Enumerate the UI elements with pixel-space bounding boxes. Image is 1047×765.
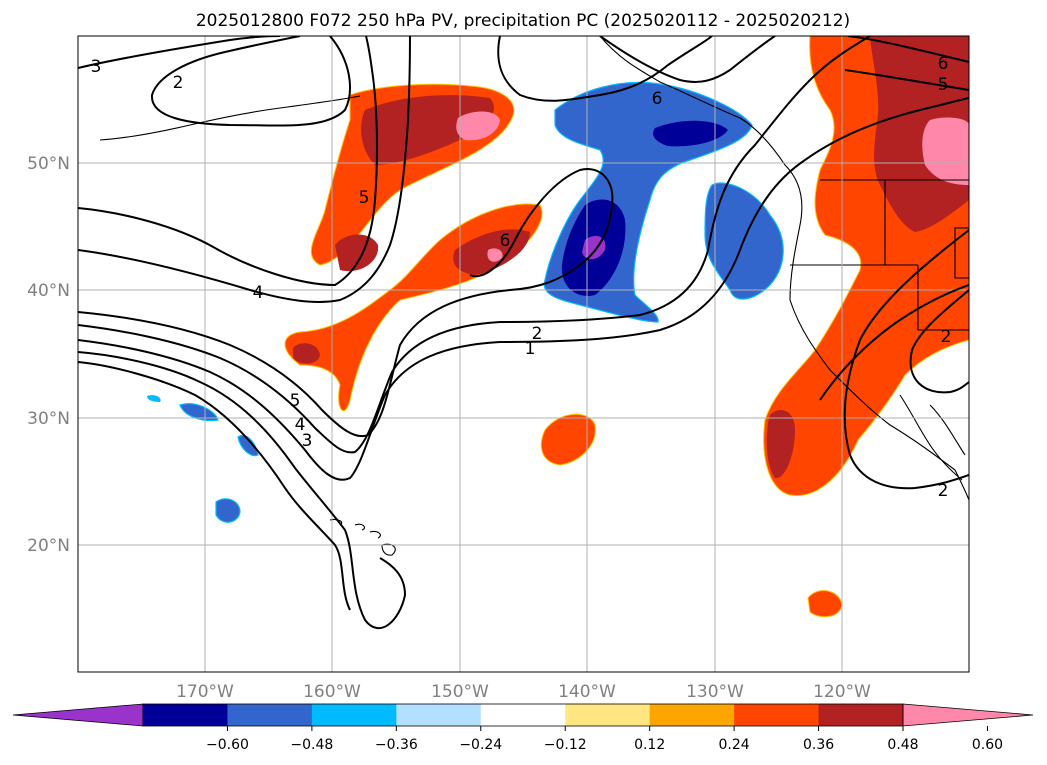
state-border	[954, 227, 969, 279]
gulf-coast	[929, 404, 966, 456]
negative-pc-shading	[215, 498, 241, 523]
hawaii-islands	[329, 518, 396, 556]
colorbar-segment	[734, 704, 820, 726]
contour-label: 4	[295, 415, 306, 435]
contour-label: 5	[938, 75, 949, 95]
colorbar-tick-label: 0.60	[972, 737, 1003, 753]
positive-pc-strong	[361, 95, 494, 165]
contour-label: 2	[938, 481, 949, 501]
contour-label: 4	[253, 283, 264, 303]
colorbar-extend-high	[902, 703, 1034, 727]
pv-contour	[497, 36, 713, 102]
colorbar-tick-label: 0.12	[634, 737, 665, 753]
colorbar-segment	[818, 704, 904, 726]
colorbar-segment	[396, 704, 482, 726]
lat-label: 30°N	[27, 409, 70, 429]
map-frame	[77, 35, 970, 673]
lat-label: 50°N	[27, 154, 70, 174]
pv-contour	[819, 284, 969, 401]
map-area: 3 2 5 6 4 6 2 1 5 4 3 6 5 2 2	[78, 36, 969, 672]
lat-label: 40°N	[27, 281, 70, 301]
lon-label: 150°W	[431, 682, 489, 702]
contour-label: 3	[91, 57, 102, 77]
colorbar-tick-label: 0.24	[719, 737, 750, 753]
lon-label: 120°W	[813, 682, 871, 702]
colorbar-segment	[480, 704, 566, 726]
contour-label: 6	[938, 54, 949, 74]
positive-pc-max	[487, 248, 503, 262]
positive-pc-shading	[540, 413, 596, 466]
positive-pc-strong	[293, 343, 320, 364]
longitude-labels: 170°W 160°W 150°W 140°W 130°W 120°W	[176, 682, 871, 702]
pv-contour	[78, 36, 281, 69]
contour-label: 6	[652, 89, 663, 109]
negative-pc-shading	[147, 395, 161, 402]
pv-contour	[599, 36, 776, 83]
contour-labels: 3 2 5 6 4 6 2 1 5 4 3 6 5 2 2	[91, 54, 952, 501]
pv-contour	[78, 361, 351, 611]
negative-pc-fields	[147, 81, 784, 523]
map-title: 2025012800 F072 250 hPa PV, precipitatio…	[196, 11, 850, 31]
baja-coast	[899, 394, 963, 481]
lon-label: 160°W	[303, 682, 361, 702]
pv-contours	[78, 36, 969, 629]
north-america-coast	[599, 36, 969, 501]
negative-pc-max	[582, 235, 606, 260]
colorbar-tick-label: −0.12	[544, 737, 587, 753]
pv-contour	[78, 36, 378, 287]
colorbar-segment	[649, 704, 735, 726]
pv-contour	[843, 229, 969, 490]
colorbar-tick-label: 0.48	[887, 737, 918, 753]
coastlines	[99, 36, 969, 556]
lon-label: 170°W	[176, 682, 234, 702]
lat-label: 20°N	[27, 536, 70, 556]
aleutian-islands	[99, 95, 361, 141]
contour-label: 3	[302, 431, 313, 451]
colorbar-tick-label: −0.60	[206, 737, 249, 753]
pv-contour	[844, 69, 969, 91]
positive-pc-strong	[766, 410, 795, 479]
contour-label: 2	[532, 324, 543, 344]
contour-label: 2	[173, 73, 184, 93]
pv-contour	[78, 36, 871, 454]
colorbar-segment	[565, 704, 651, 726]
colorbar-frame	[142, 703, 904, 727]
contour-label: 6	[500, 231, 511, 251]
negative-pc-shading	[179, 403, 219, 422]
pv-contour	[78, 36, 411, 303]
pv-contour	[78, 351, 407, 629]
colorbar-tick-label: 0.36	[803, 737, 834, 753]
colorbar-tick-label: −0.48	[290, 737, 333, 753]
gridlines	[78, 36, 969, 672]
positive-pc-max	[922, 117, 969, 185]
contour-label: 2	[941, 327, 952, 347]
pv-contour	[150, 36, 351, 127]
positive-pc-max	[456, 111, 500, 141]
pv-contour	[78, 97, 969, 481]
colorbar-tick-label: −0.24	[459, 737, 502, 753]
colorbar-segment	[227, 704, 313, 726]
state-border	[917, 265, 969, 331]
contour-label: 5	[359, 188, 370, 208]
colorbar-segment	[143, 704, 228, 726]
colorbar: −0.60 −0.48 −0.36 −0.24 −0.12 0.12 0.24 0.36 0.4…	[12, 703, 1034, 753]
lon-label: 140°W	[558, 682, 616, 702]
pv-contour	[909, 289, 969, 394]
negative-pc-strong	[653, 120, 728, 147]
colorbar-tick-label: −0.36	[375, 737, 418, 753]
contour-label: 5	[290, 391, 301, 411]
pv-contour	[847, 36, 969, 63]
contour-label: 1	[525, 339, 536, 359]
colorbar-segment	[311, 704, 397, 726]
latitude-labels: 50°N 40°N 30°N 20°N	[27, 154, 70, 556]
lon-label: 130°W	[686, 682, 744, 702]
colorbar-extend-low	[12, 703, 144, 727]
pv-contour	[78, 168, 614, 438]
